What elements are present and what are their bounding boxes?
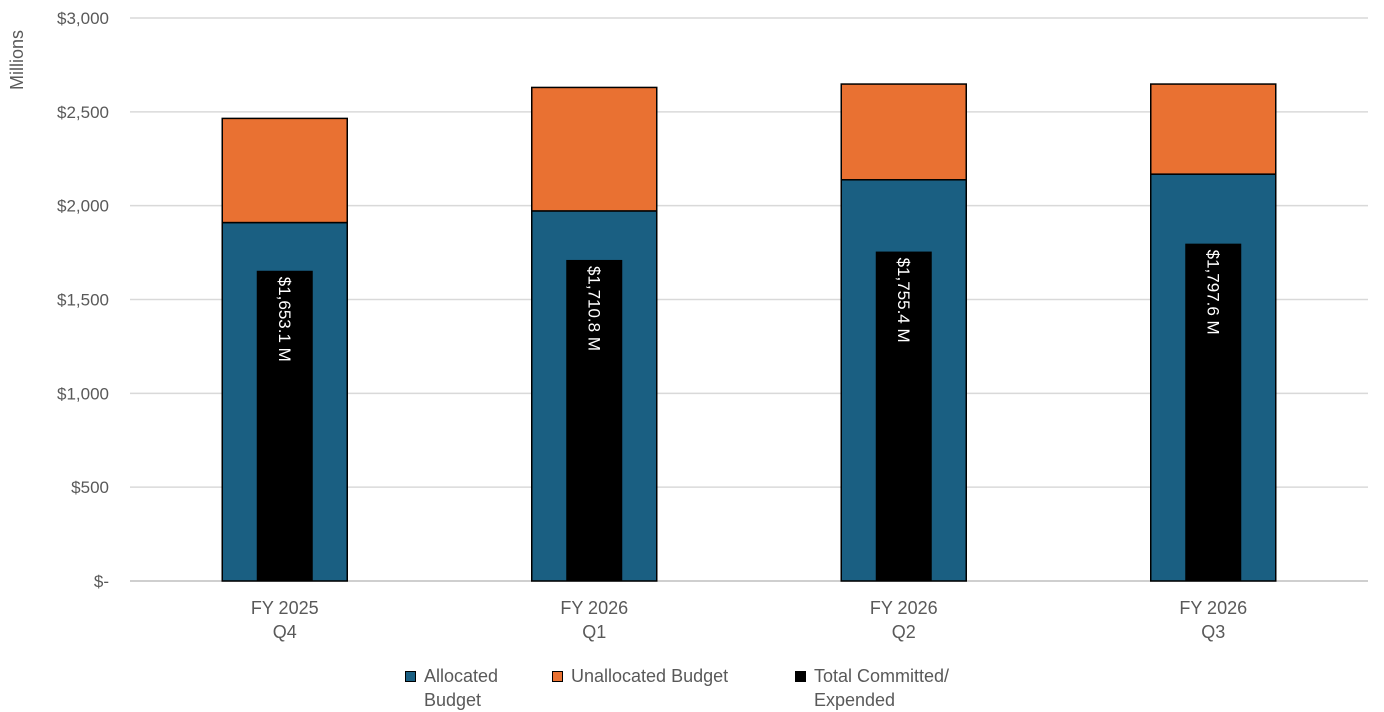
y-tick-label: $1,500	[57, 291, 109, 310]
x-category-label: Q2	[892, 622, 916, 642]
data-label: $1,653.1 M	[275, 277, 294, 362]
x-category-label: FY 2026	[870, 598, 938, 618]
x-axis-category-labels: FY 2025 Q4 FY 2026 Q1 FY 2026 Q2 FY 2026 Q3	[251, 598, 1247, 642]
bar-unallocated-budget	[840, 83, 967, 181]
y-axis-label: Millions	[7, 30, 27, 90]
legend-swatch	[405, 671, 416, 682]
data-label: $1,797.6 M	[1203, 250, 1222, 335]
legend: Allocated Budget Unallocated Budget Total C…	[0, 664, 1384, 712]
legend-label: Unallocated Budget	[571, 666, 729, 686]
legend-swatch	[795, 671, 806, 682]
legend-item: Total Committed/Expended	[795, 664, 949, 712]
legend-item: Allocated Budget	[405, 664, 498, 712]
legend-label: Total Committed/Expended	[814, 666, 950, 710]
legend-label: Allocated Budget	[424, 666, 499, 710]
data-label: $1,755.4 M	[894, 258, 913, 343]
bar-total-committed	[875, 251, 932, 581]
x-category-label: FY 2026	[1179, 598, 1247, 618]
bar-total-committed	[256, 270, 313, 581]
y-tick-label: $2,500	[57, 103, 109, 122]
bar-unallocated-budget	[1150, 83, 1277, 175]
y-tick-label: $3,000	[57, 9, 109, 28]
bar-unallocated-budget	[221, 117, 348, 224]
bar-total-committed	[1185, 243, 1242, 582]
x-category-label: FY 2025	[251, 598, 319, 618]
y-tick-label: $500	[71, 478, 109, 497]
x-category-label: Q1	[582, 622, 606, 642]
data-label: $1,710.8 M	[584, 266, 603, 351]
bar-unallocated-budget	[531, 86, 658, 212]
legend-swatch	[552, 671, 563, 682]
y-tick-label: $1,000	[57, 384, 109, 403]
stacked-bar-chart: $- $500 $1,000 $1,500 $2,000 $2,500 $3,000 Mil…	[7, 9, 1368, 642]
y-tick-label: $-	[94, 572, 109, 591]
y-tick-label: $2,000	[57, 197, 109, 216]
y-axis-tick-labels: $- $500 $1,000 $1,500 $2,000 $2,500 $3,000	[57, 9, 109, 591]
bars	[221, 83, 1277, 582]
bar-total-committed	[566, 259, 623, 581]
legend-item: Unallocated Budget	[552, 664, 728, 688]
x-category-label: FY 2026	[560, 598, 628, 618]
x-category-label: Q3	[1201, 622, 1225, 642]
x-category-label: Q4	[273, 622, 297, 642]
data-labels: $1,653.1 M $1,710.8 M $1,755.4 M $1,797.6 M	[275, 250, 1223, 362]
